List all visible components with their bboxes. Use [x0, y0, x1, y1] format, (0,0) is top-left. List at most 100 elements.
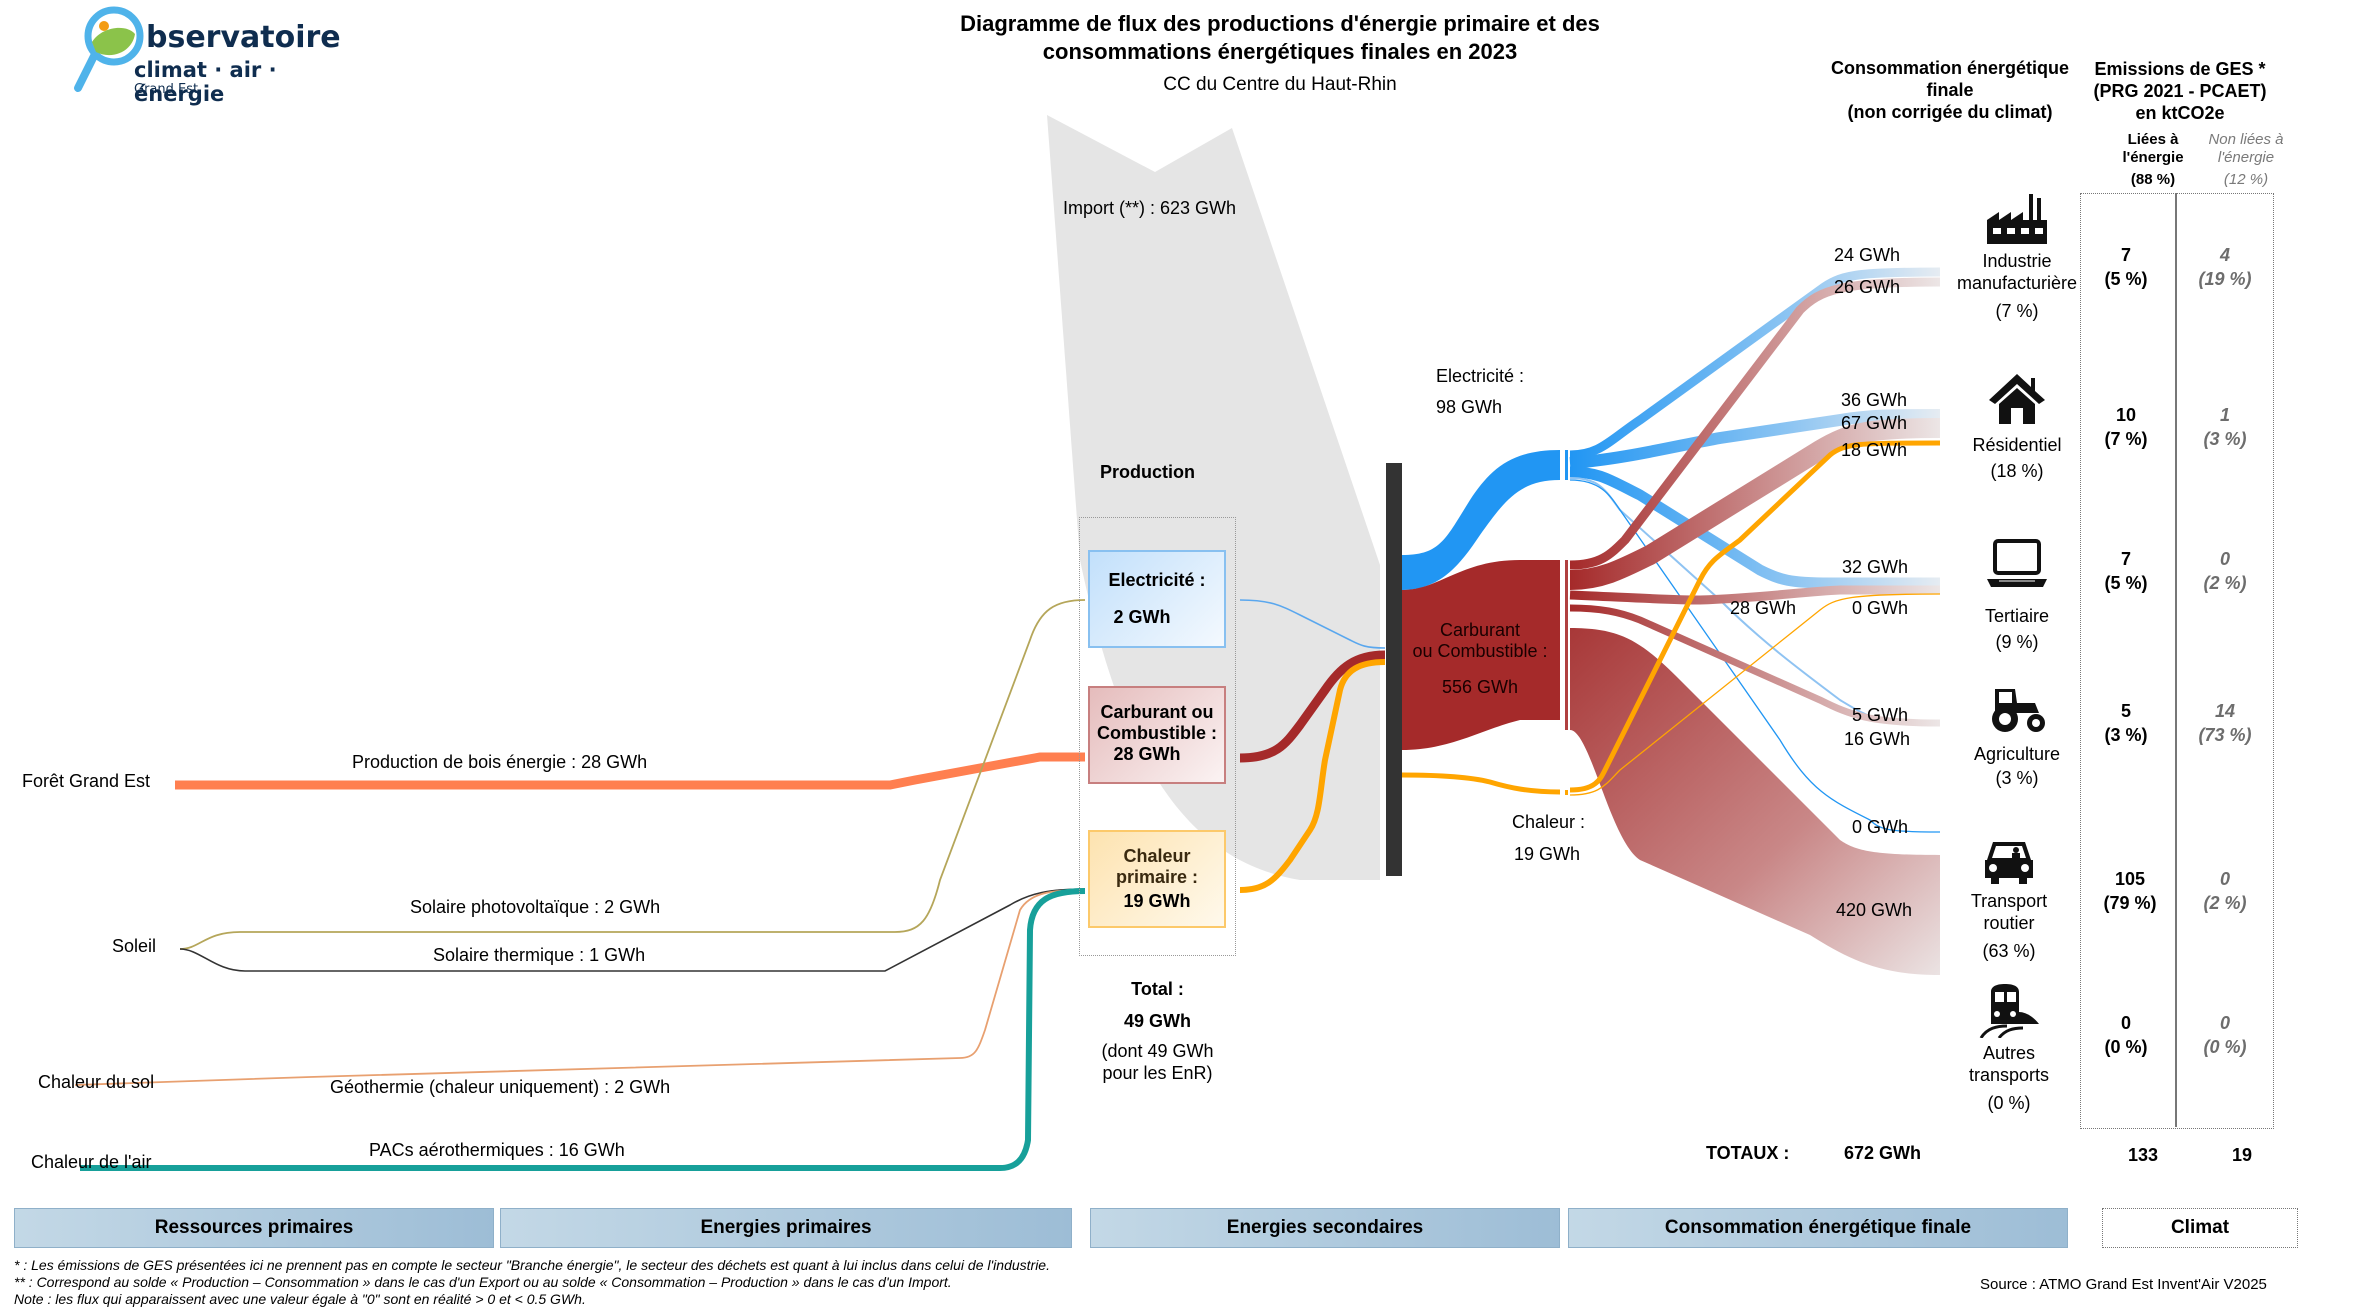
- production-electricity-value: 2 GWh: [1113, 607, 1171, 627]
- label-agr-fuel: 16 GWh: [1844, 729, 1911, 749]
- secondary-elec-label: Electricité :: [1436, 366, 1525, 386]
- sector-share: (0 %): [1987, 1093, 2031, 1113]
- emissions-energy-col-header: Liées à l'énergie (88 %): [2108, 131, 2198, 189]
- band-consommation-finale: Consommation énergétique finale: [1568, 1208, 2068, 1248]
- emissions-header-2: (PRG 2021 - PCAET): [2093, 81, 2267, 101]
- title-line-2: consommations énergétiques finales en 20…: [1042, 39, 1518, 64]
- ghg-pct: (2 %): [2203, 573, 2247, 593]
- production-electricity-label: Electricité :: [1108, 570, 1206, 590]
- flow-label-bois: Production de bois énergie : 28 GWh: [352, 752, 648, 772]
- ghg-pct: (3 %): [2203, 429, 2247, 449]
- footnote-zero: Note : les flux qui apparaissent avec un…: [14, 1291, 586, 1307]
- sector-industrie[interactable]: Industrie manufacturière (7 %): [1942, 190, 2092, 322]
- flow-fuel-agriculture: [1569, 604, 1941, 727]
- label-agr-elec: 5 GWh: [1852, 705, 1909, 725]
- title-line-1: Diagramme de flux des productions d'éner…: [960, 11, 1600, 36]
- secondary-elec-value: 98 GWh: [1436, 397, 1503, 417]
- sector-name: Résidentiel: [1972, 435, 2062, 455]
- sector-name: Agriculture: [1973, 744, 2061, 764]
- ghg-value: 0: [2120, 1013, 2131, 1033]
- secondary-fuel-band: [1402, 560, 1560, 750]
- heat-distribution-node: [1565, 790, 1568, 795]
- flow-label-geothermie: Géothermie (chaleur uniquement) : 2 GWh: [330, 1077, 671, 1097]
- consumption-header-2: finale: [1926, 80, 1974, 100]
- ghg-pct: (3 %): [2104, 725, 2148, 745]
- sector-share: (18 %): [1990, 461, 2044, 481]
- production-electricity-box[interactable]: Electricité : 2 GWh: [1088, 550, 1226, 648]
- secondary-fuel-label: Carburant ou Combustible : 556 GWh: [1400, 620, 1560, 698]
- ghg-pct: (79 %): [2103, 893, 2157, 913]
- ghg-energy-autres-transports: 0 (0 %): [2086, 1011, 2166, 1059]
- flow-geothermie: [74, 889, 1086, 1086]
- col-header-share: (12 %): [2223, 171, 2269, 188]
- production-fuel-value: 28 GWh: [1113, 744, 1181, 764]
- col-header-line: Non liées à: [2208, 131, 2284, 148]
- ghg-pct: (7 %): [2104, 429, 2148, 449]
- production-total-value: 49 GWh: [1123, 1011, 1191, 1031]
- emissions-column-divider: [2175, 193, 2177, 1127]
- col-header-line: l'énergie: [2217, 149, 2275, 166]
- flow-elec-transport: [1569, 479, 1941, 833]
- sector-transport-routier[interactable]: Transport routier (63 %): [1934, 838, 2084, 962]
- secondary-heat-value: 19 GWh: [1514, 844, 1581, 864]
- label-res-fuel: 67 GWh: [1841, 413, 1908, 433]
- flow-fuel-tertiaire: [1569, 585, 1940, 605]
- sector-name-2: manufacturière: [1956, 273, 2078, 293]
- tractor-icon: [1992, 689, 2045, 732]
- emissions-table-frame: [2080, 193, 2274, 1129]
- label-ind-elec: 24 GWh: [1834, 245, 1901, 265]
- sector-agriculture[interactable]: Agriculture (3 %): [1942, 683, 2092, 789]
- label-ter-elec: 32 GWh: [1842, 557, 1909, 577]
- ghg-total-nonenergy: 19: [2232, 1145, 2253, 1165]
- sector-share: (7 %): [1995, 301, 2039, 321]
- ghg-nonenergy-industrie: 4 (19 %): [2185, 243, 2265, 291]
- sector-name: Transport: [1970, 891, 2048, 911]
- ghg-pct: (0 %): [2203, 1037, 2247, 1057]
- production-total: Total : 49 GWh (dont 49 GWh pour les EnR…: [1080, 978, 1235, 1084]
- fuel-distribution-node: [1565, 560, 1568, 730]
- production-total-label: Total :: [1131, 979, 1184, 999]
- ghg-value: 0: [2219, 1013, 2230, 1033]
- label-ter-heat: 0 GWh: [1852, 598, 1909, 618]
- production-fuel-box[interactable]: Carburant ou Combustible : 28 GWh: [1088, 686, 1226, 784]
- ghg-value: 10: [2115, 405, 2137, 425]
- ghg-energy-transport-routier: 105 (79 %): [2090, 867, 2170, 915]
- production-heat-label-2: primaire :: [1115, 867, 1199, 887]
- totals-label: TOTAUX :: [1706, 1143, 1790, 1163]
- sector-tertiaire[interactable]: Tertiaire (9 %): [1942, 537, 2092, 653]
- logo-title: bservatoire: [146, 20, 341, 55]
- sector-name-2: routier: [1983, 913, 2035, 933]
- flow-elec-residentiel: [1569, 409, 1941, 469]
- production-heat-box[interactable]: Chaleur primaire : 19 GWh: [1088, 830, 1226, 928]
- consumption-header: Consommation énergétique finale (non cor…: [1810, 57, 2090, 123]
- ghg-value: 0: [2219, 869, 2230, 889]
- sector-autres-transports[interactable]: Autres transports (0 %): [1934, 982, 2084, 1114]
- production-heat-label-1: Chaleur: [1123, 846, 1191, 866]
- label-ter-fuel: 28 GWh: [1730, 598, 1797, 618]
- label-res-elec: 36 GWh: [1841, 390, 1908, 410]
- ghg-value: 7: [2120, 245, 2131, 265]
- label-res-heat: 18 GWh: [1841, 440, 1908, 460]
- flow-elec-tertiaire: [1569, 466, 1940, 589]
- ghg-pct: (5 %): [2104, 573, 2148, 593]
- flow-label-pv: Solaire photovoltaïque : 2 GWh: [410, 897, 661, 917]
- ghg-nonenergy-tertiaire: 0 (2 %): [2185, 547, 2265, 595]
- ghg-value: 5: [2120, 701, 2131, 721]
- elec-distribution-node: [1565, 450, 1568, 480]
- import-label: Import (**) : 623 GWh: [1063, 198, 1237, 218]
- sector-share: (9 %): [1995, 632, 2039, 652]
- production-total-note-2: pour les EnR): [1102, 1063, 1213, 1083]
- band-energies-secondaires: Energies secondaires: [1090, 1208, 1560, 1248]
- flow-fuel-residentiel: [1569, 418, 1941, 590]
- flow-elec-industrie: [1569, 267, 1941, 460]
- col-header-line: l'énergie: [2122, 149, 2184, 166]
- emissions-header: Emissions de GES * (PRG 2021 - PCAET) en…: [2080, 58, 2280, 124]
- production-fuel-label-1: Carburant ou: [1100, 702, 1214, 722]
- ghg-value: 0: [2219, 549, 2230, 569]
- factory-icon: [1987, 194, 2047, 244]
- totals-value: 672 GWh: [1844, 1143, 1922, 1163]
- flow-prod-heat-hub: [1239, 659, 1386, 893]
- car-icon: [1985, 842, 2033, 884]
- production-fuel-label-2: Combustible :: [1097, 723, 1217, 743]
- sector-residentiel[interactable]: Résidentiel (18 %): [1942, 370, 2092, 482]
